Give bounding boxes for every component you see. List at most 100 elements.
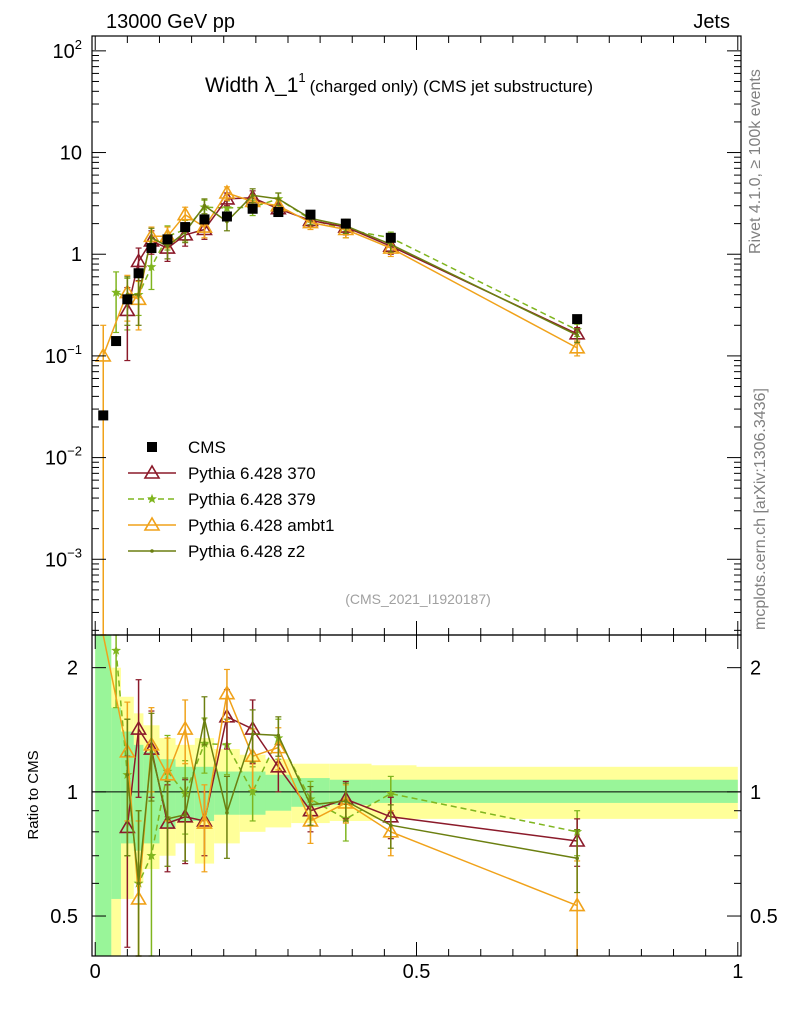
- ytick-exp: −1: [67, 342, 82, 357]
- marker-ratio-series-2: [111, 645, 121, 655]
- marker-ratio-series-4: [575, 856, 579, 861]
- marker-series-2: [222, 202, 232, 213]
- ytick-base: 10: [45, 448, 67, 470]
- data-point-cms: [305, 209, 316, 220]
- marker-series-4: [149, 236, 154, 240]
- data-point-cms: [340, 218, 351, 229]
- legend-label: Pythia 6.428 379: [188, 490, 316, 509]
- ytick-base: 10: [45, 549, 67, 571]
- data-point-cms: [199, 214, 210, 225]
- marker-ratio-series-1: [269, 758, 287, 773]
- ratio-ytick-label-left: 0.5: [50, 906, 78, 928]
- band-inner: [371, 779, 417, 803]
- band-inner: [416, 779, 738, 803]
- ratio-panel: [92, 634, 741, 957]
- data-point-cms: [162, 234, 173, 245]
- ratio-xtick-label: 0: [90, 961, 101, 983]
- legend-label: Pythia 6.428 370: [188, 464, 316, 483]
- ratio-xtick-label: 0.5: [403, 961, 431, 983]
- marker-series-3: [218, 184, 236, 199]
- legend-marker: [147, 442, 157, 452]
- main-ytick-label: 10−2: [45, 444, 82, 470]
- data-point-cms: [273, 207, 284, 218]
- ratio-ylabel: Ratio to CMS: [25, 750, 42, 839]
- marker-ratio-series-4: [165, 817, 170, 821]
- marker-ratio-series-4: [276, 733, 281, 738]
- ytick-exp: −3: [67, 545, 82, 560]
- main-panel: [94, 184, 586, 636]
- marker-series-4: [276, 197, 281, 201]
- marker-series-3: [176, 206, 194, 221]
- marker-ratio-series-4: [149, 750, 154, 754]
- line-series-3: [102, 192, 578, 357]
- ytick-base: 10: [53, 41, 75, 63]
- side-mcplots-label: mcplots.cern.ch [arXiv:1306.3436]: [752, 388, 769, 630]
- marker-ratio-series-3: [568, 896, 586, 912]
- marker-ratio-series-4: [136, 881, 141, 886]
- ytick-base: 10: [45, 346, 67, 368]
- ratio-ytick-label-right: 1: [750, 782, 761, 804]
- marker-ratio-series-4: [344, 799, 348, 803]
- marker-series-1: [130, 252, 147, 268]
- marker-ratio-series-4: [308, 803, 313, 807]
- ratio-xtick-label: 1: [732, 961, 743, 983]
- title-sup: 1: [298, 70, 305, 85]
- marker-ratio-series-4: [388, 823, 393, 828]
- marker-ratio-series-4: [183, 812, 187, 817]
- marker-ratio-series-3: [302, 812, 319, 827]
- side-rivet-label: Rivet 4.1.0, ≥ 100k events: [747, 69, 764, 254]
- marker-series-4: [250, 193, 255, 198]
- data-point-cms: [385, 232, 396, 243]
- marker-series-3: [302, 213, 319, 229]
- line-ratio-series-2: [115, 650, 578, 887]
- band-inner: [95, 635, 112, 956]
- marker-ratio-series-1: [130, 720, 147, 735]
- data-point-cms: [111, 336, 122, 347]
- marker-series-3: [196, 218, 213, 233]
- data-point-cms: [180, 222, 191, 233]
- legend: CMS Pythia 6.428 370 Pythia 6.428 379 Pythi…: [128, 438, 334, 561]
- main-ytick-label: 10−3: [45, 545, 82, 571]
- marker-ratio-series-4: [125, 772, 130, 777]
- main-ytick-label: 102: [53, 37, 82, 63]
- data-point-cms: [122, 294, 133, 305]
- title-main: Width λ_1: [205, 74, 298, 97]
- legend-label: Pythia 6.428 z2: [188, 542, 305, 561]
- marker-ratio-series-3: [176, 720, 194, 735]
- header-left: 13000 GeV pp: [106, 11, 235, 33]
- ratio-ytick-label-right: 2: [750, 658, 761, 680]
- data-point-cms: [98, 410, 109, 421]
- data-point-cms: [133, 268, 144, 279]
- data-point-cms: [247, 203, 258, 214]
- chart-title: Width λ_11 (charged only) (CMS jet substr…: [205, 70, 593, 97]
- legend-marker: [143, 516, 161, 531]
- marker-series-2: [146, 261, 157, 272]
- marker-ratio-series-2: [385, 788, 396, 798]
- ratio-ytick-label-left: 2: [67, 658, 78, 680]
- title-rest: (charged only) (CMS jet substructure): [310, 77, 593, 96]
- marker-series-4: [136, 292, 141, 297]
- marker-series-4: [575, 333, 579, 337]
- legend-label: CMS: [188, 438, 226, 457]
- data-point-cms: [146, 243, 157, 254]
- ratio-ytick-label-right: 0.5: [750, 906, 778, 928]
- marker-ratio-series-2: [146, 850, 157, 860]
- ytick-exp: 2: [75, 37, 82, 52]
- data-point-cms: [221, 211, 232, 222]
- marker-ratio-series-4: [250, 732, 255, 736]
- legend-marker: [150, 549, 154, 553]
- header-right: Jets: [693, 11, 730, 33]
- main-ytick-label: 10: [60, 143, 82, 165]
- main-ytick-label: 10−1: [45, 342, 82, 368]
- legend-label: Pythia 6.428 ambt1: [188, 516, 334, 535]
- data-point-cms: [572, 314, 583, 325]
- legend-marker: [143, 464, 161, 479]
- ytick-exp: −2: [67, 444, 82, 459]
- marker-series-3: [568, 339, 586, 354]
- marker-ratio-series-3: [159, 766, 176, 781]
- marker-series-3: [382, 239, 400, 254]
- marker-ratio-series-3: [218, 685, 236, 700]
- marker-ratio-series-4: [202, 717, 207, 722]
- line-series-4: [127, 194, 578, 336]
